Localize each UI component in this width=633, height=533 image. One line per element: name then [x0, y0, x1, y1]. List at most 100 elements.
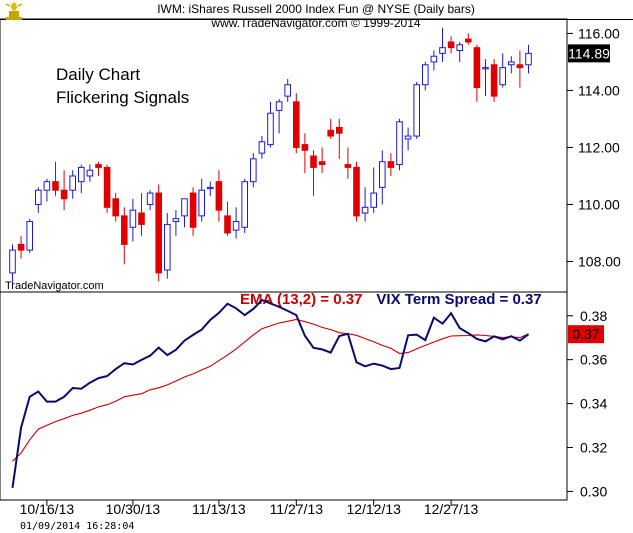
price-tick-label: 116.00 [578, 25, 620, 41]
candle [327, 118, 334, 139]
candle-body-up [361, 206, 369, 214]
candle-body-up [525, 52, 532, 66]
candle-body-down [60, 189, 68, 200]
candle-body-down [447, 41, 455, 49]
candle-body-up [482, 67, 489, 70]
price-tick-label: 110.00 [578, 196, 620, 212]
candle-body-up [250, 158, 257, 183]
ema-line [12, 318, 529, 462]
candle [9, 244, 16, 285]
candle-body-down [121, 215, 128, 245]
candle [198, 178, 205, 222]
price-tick-label: 112.00 [578, 139, 620, 155]
candle-body-up [26, 221, 33, 251]
candle [370, 167, 377, 214]
candle [499, 53, 506, 88]
candle-body-down [215, 181, 223, 211]
x-tick-label: 12/27/13 [424, 501, 479, 517]
candle [310, 150, 317, 196]
candle-body-down [95, 164, 102, 168]
candle-body-down [318, 161, 326, 166]
candle-body-down [473, 47, 481, 89]
x-tick-label: 10/30/13 [106, 501, 161, 517]
candle-body-down [112, 198, 120, 217]
indicator-tick-label: 0.34 [580, 396, 607, 412]
candle [473, 44, 481, 102]
candle-body-up [9, 249, 16, 274]
candle-body-down [490, 64, 498, 97]
candle [35, 187, 42, 214]
candle-body-up [232, 221, 240, 231]
candle-body-up [198, 189, 205, 217]
candle [112, 193, 120, 222]
candle-body-down [224, 215, 231, 234]
candle [189, 187, 197, 236]
candle-body-up [78, 166, 85, 183]
indicator-tick-label: 0.32 [580, 440, 607, 456]
candle-body-down [17, 243, 25, 251]
price-grid: 116.00 114.00 112.00 110.00 108.00 [567, 25, 621, 269]
candle-body-up [439, 47, 446, 54]
chart-header-title: IWM: iShares Russell 2000 Index Fun @ NY… [157, 2, 475, 16]
candle-body-up [267, 112, 274, 146]
candle [43, 178, 51, 202]
candle-body-up [207, 186, 214, 190]
candle-body-up [404, 135, 412, 140]
candle-body-down [103, 166, 111, 208]
candle [275, 98, 283, 134]
candle-body-up [284, 84, 291, 97]
candle [164, 213, 171, 279]
candle-body-up [43, 181, 51, 191]
candle [121, 207, 128, 265]
candle-body-up [508, 61, 515, 66]
svg-text:0.37: 0.37 [572, 326, 599, 342]
price-panel-frame [0, 18, 568, 293]
candle [172, 210, 180, 236]
legend-ema: EMA (13,2) = 0.37 [240, 291, 362, 308]
candle-body-up [241, 181, 248, 228]
candle-body-up [370, 192, 377, 208]
candle [344, 147, 352, 179]
candle [490, 59, 498, 102]
indicator-tick-label: 0.38 [580, 308, 607, 324]
candle-body-down [310, 155, 317, 168]
candle-series [9, 27, 532, 285]
candle [224, 201, 231, 236]
candle-body-down [353, 166, 360, 217]
candle [413, 81, 420, 139]
timestamp: 01/09/2014 16:28:04 [20, 521, 134, 532]
candle [525, 44, 532, 74]
candle [508, 56, 515, 74]
candle-body-up [258, 141, 266, 154]
candle [138, 193, 145, 236]
candle-body-up [172, 218, 180, 223]
candle [404, 127, 412, 151]
candle-body-up [146, 192, 154, 205]
candle [293, 93, 300, 154]
indicator-panel-frame [0, 291, 568, 501]
candle [69, 170, 77, 199]
indicator-tick-label: 0.36 [580, 352, 607, 368]
candle [258, 136, 266, 159]
indicator-tick-label: 0.30 [580, 483, 607, 499]
vix-term-spread-line [11, 298, 530, 489]
x-tick-label: 11/13/13 [192, 501, 246, 517]
candle-body-down [344, 164, 352, 168]
indicator-legend: EMA (13,2) = 0.37 VIX Term Spread = 0.37 [240, 291, 542, 308]
candle [232, 207, 240, 239]
candle [215, 170, 223, 222]
candle [95, 161, 102, 176]
annotation-line-1: Daily Chart [56, 65, 140, 84]
candle-body-down [516, 64, 524, 69]
candle [284, 79, 291, 102]
candle [250, 153, 257, 188]
svg-text:114.89: 114.89 [568, 45, 610, 61]
candle-body-down [465, 38, 472, 43]
candle [430, 50, 438, 71]
x-tick-label: 12/12/13 [346, 501, 401, 517]
candle-body-down [138, 212, 145, 225]
annotation-line-2: Flickering Signals [56, 88, 189, 107]
candle [361, 187, 369, 222]
candle [301, 133, 309, 174]
